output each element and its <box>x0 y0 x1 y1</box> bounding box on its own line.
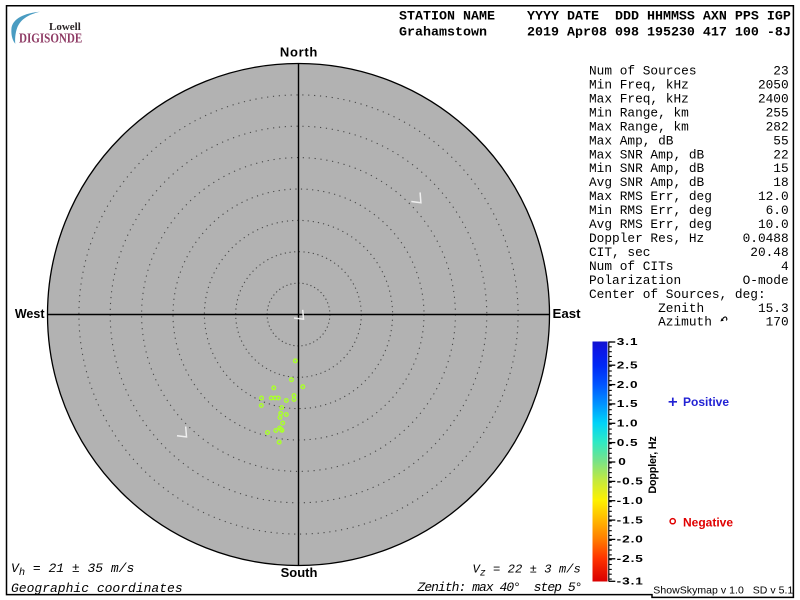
svg-text:Grahamstown 2019 Apr08 098: Grahamstown 2019 Apr08 098 195230 417 10… <box>399 25 791 40</box>
svg-text:-2.0: -2.0 <box>617 533 644 545</box>
svg-text:Max Range, km 282: Max Range, km 282 <box>589 119 789 134</box>
svg-text:Min Range, km 255: Min Range, km 255 <box>589 105 789 120</box>
svg-text:DIGISONDE: DIGISONDE <box>19 30 82 46</box>
svg-text:Avg SNR Amp, dB 18: Avg SNR Amp, dB 18 <box>589 175 789 190</box>
svg-text:1.5: 1.5 <box>617 398 639 410</box>
svg-text:Min RMS Err, deg 6.0: Min RMS Err, deg 6.0 <box>589 203 789 218</box>
svg-text:-1.5: -1.5 <box>617 514 644 526</box>
svg-text:2.5: 2.5 <box>617 359 639 371</box>
svg-text:Center of Sources, deg:: Center of Sources, deg: <box>589 287 766 302</box>
svg-text:3.1: 3.1 <box>617 336 639 348</box>
svg-text:North: North <box>280 45 318 60</box>
svg-text:0.5: 0.5 <box>617 437 639 449</box>
svg-text:Max SNR Amp, dB 22: Max SNR Amp, dB 22 <box>589 147 789 162</box>
svg-text:Zenith 15.3: Zenith 15.3 <box>589 301 789 316</box>
svg-text:Geographic coordinates: Geographic coordinates <box>11 581 183 596</box>
svg-text:Max Freq, kHz 2400: Max Freq, kHz 2400 <box>589 92 789 107</box>
svg-text:-3.1: -3.1 <box>617 575 644 587</box>
svg-text:Min Freq, kHz 2050: Min Freq, kHz 2050 <box>589 78 789 93</box>
svg-text:Positive: Positive <box>683 395 729 409</box>
svg-text:STATION NAME YYYY DATE DDD: STATION NAME YYYY DATE DDD HHMMSS AXN PP… <box>399 10 791 25</box>
svg-text:West: West <box>15 307 45 321</box>
svg-text:East: East <box>553 306 582 321</box>
svg-text:Negative: Negative <box>683 516 733 530</box>
svg-text:Max RMS Err, deg 12.0: Max RMS Err, deg 12.0 <box>589 189 789 204</box>
svg-text:0: 0 <box>618 456 627 468</box>
svg-text:Polarization O-mode: Polarization O-mode <box>589 273 789 288</box>
svg-text:Azimuth 170: Azimuth 170 <box>589 315 789 330</box>
svg-text:ShowSkymap v 1.0 SD v 5.1: ShowSkymap v 1.0 SD v 5.1 <box>653 584 793 596</box>
svg-text:Num of CITs 4: Num of CITs 4 <box>589 259 789 274</box>
svg-text:-1.0: -1.0 <box>617 495 644 507</box>
svg-text:1.0: 1.0 <box>617 417 639 429</box>
svg-text:Doppler Res, Hz 0.0488: Doppler Res, Hz 0.0488 <box>589 231 789 246</box>
svg-text:Zenith: max 40° step 5°: Zenith: max 40° step 5° <box>417 580 583 595</box>
svg-text:Avg RMS Err, deg 10.0: Avg RMS Err, deg 10.0 <box>589 217 789 232</box>
svg-text:2.0: 2.0 <box>617 379 639 391</box>
svg-text:-2.5: -2.5 <box>617 553 644 565</box>
svg-text:Vh = 21 ± 35 m/s: Vh = 21 ± 35 m/s <box>11 561 134 579</box>
svg-text:Doppler, Hz: Doppler, Hz <box>647 436 659 494</box>
svg-text:-0.5: -0.5 <box>617 475 644 487</box>
svg-text:South: South <box>281 565 318 580</box>
svg-text:Max Amp, dB 55: Max Amp, dB 55 <box>589 133 789 148</box>
svg-text:Vz = 22 ± 3 m/s: Vz = 22 ± 3 m/s <box>473 563 581 579</box>
svg-text:CIT, sec 20.48: CIT, sec 20.48 <box>589 245 789 260</box>
svg-text:Lowell: Lowell <box>49 21 81 33</box>
svg-text:Min SNR Amp, dB 15: Min SNR Amp, dB 15 <box>589 161 789 176</box>
svg-text:Num of Sources 23: Num of Sources 23 <box>589 64 789 79</box>
